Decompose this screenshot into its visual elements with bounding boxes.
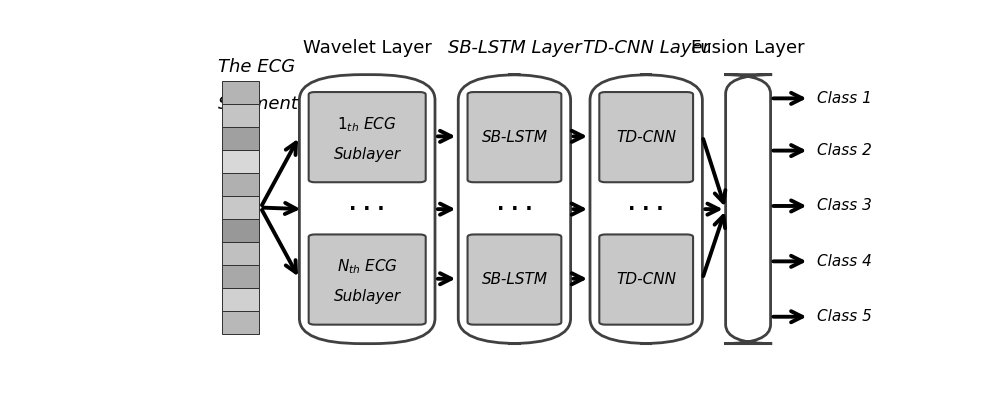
Bar	[222, 127, 259, 150]
Text: $N_{th}$ ECG: $N_{th}$ ECG	[337, 258, 398, 276]
FancyBboxPatch shape	[299, 75, 435, 344]
Bar	[222, 104, 259, 127]
Text: TD-CNN: TD-CNN	[616, 129, 676, 145]
Text: Class 5: Class 5	[817, 309, 872, 324]
FancyBboxPatch shape	[468, 234, 561, 325]
Bar	[222, 81, 259, 104]
Bar	[222, 311, 259, 334]
Text: Wavelet Layer: Wavelet Layer	[303, 39, 432, 57]
Text: Sublayer: Sublayer	[334, 147, 401, 162]
FancyBboxPatch shape	[724, 75, 772, 344]
FancyBboxPatch shape	[309, 92, 426, 182]
Text: · · ·: · · ·	[628, 200, 664, 219]
Text: TD-CNN: TD-CNN	[616, 272, 676, 287]
Text: Class 4: Class 4	[817, 254, 872, 269]
FancyBboxPatch shape	[599, 234, 693, 325]
Bar	[222, 150, 259, 173]
Text: Segment: Segment	[218, 95, 299, 113]
Bar	[222, 242, 259, 265]
Text: Class 2: Class 2	[817, 143, 872, 158]
Bar	[222, 288, 259, 311]
Text: The ECG: The ECG	[218, 58, 295, 76]
FancyBboxPatch shape	[309, 234, 426, 325]
Bar	[222, 219, 259, 242]
Text: $1_{th}$ ECG: $1_{th}$ ECG	[337, 115, 397, 134]
Text: TD-CNN Layer: TD-CNN Layer	[583, 39, 710, 57]
Text: SB-LSTM Layer: SB-LSTM Layer	[448, 39, 581, 57]
FancyBboxPatch shape	[468, 92, 561, 182]
Text: Class 3: Class 3	[817, 199, 872, 213]
Text: Class 1: Class 1	[817, 91, 872, 106]
Text: · · ·: · · ·	[349, 200, 385, 219]
Text: · · ·: · · ·	[497, 200, 532, 219]
FancyBboxPatch shape	[458, 75, 571, 344]
Text: Sublayer: Sublayer	[334, 289, 401, 305]
Text: SB-LSTM: SB-LSTM	[481, 272, 547, 287]
Bar	[222, 265, 259, 288]
FancyBboxPatch shape	[590, 75, 702, 344]
Bar	[222, 196, 259, 219]
FancyBboxPatch shape	[599, 92, 693, 182]
Text: SB-LSTM: SB-LSTM	[481, 129, 547, 145]
Text: Fusion Layer: Fusion Layer	[691, 39, 805, 57]
Bar	[222, 173, 259, 196]
